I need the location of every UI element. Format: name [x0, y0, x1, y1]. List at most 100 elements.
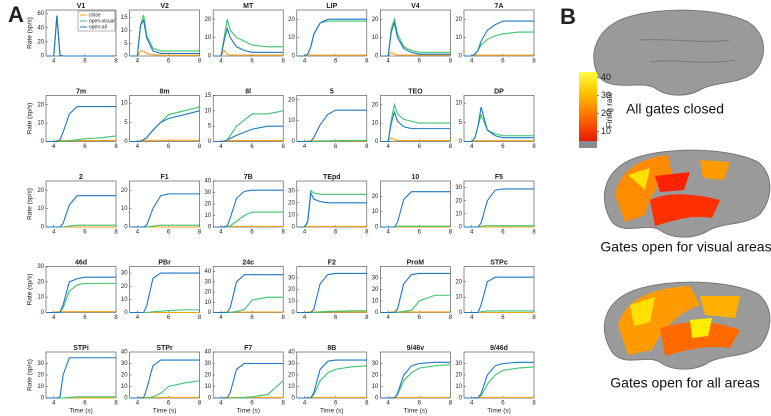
x-tick-label: 6 — [418, 59, 422, 65]
y-tick-label: 30 — [288, 361, 295, 367]
series-line — [296, 225, 367, 228]
axes — [463, 266, 535, 313]
axes — [463, 95, 535, 142]
x-tick-label: 8 — [198, 401, 202, 407]
y-axis-label: Rate (sp/s) — [27, 17, 34, 49]
y-tick-label: 5 — [124, 41, 128, 47]
colorbar-tick-label: 10 — [601, 126, 611, 136]
x-tick-label: 6 — [501, 401, 505, 407]
y-tick-label: 40 — [121, 350, 128, 356]
y-tick-label: 20 — [455, 17, 462, 23]
x-tick-label: 6 — [250, 144, 254, 150]
series-line — [213, 189, 284, 228]
chart-title: DP — [494, 88, 504, 95]
y-tick-label: 0 — [291, 396, 295, 402]
y-tick-label: 30 — [37, 361, 44, 367]
chart-title: V4 — [411, 3, 420, 10]
series-line — [129, 272, 200, 314]
y-tick-label: 30 — [372, 276, 379, 282]
x-tick-label: 4 — [470, 401, 474, 407]
x-tick-label: 6 — [501, 315, 505, 321]
y-tick-label: 30 — [37, 264, 44, 270]
x-tick-label: 4 — [387, 59, 391, 65]
chart-title: STPc — [490, 259, 508, 266]
y-tick-label: 0 — [124, 54, 128, 60]
chart-title: 7A — [495, 3, 504, 10]
x-tick-label: 4 — [470, 230, 474, 236]
y-tick-label: 0 — [291, 54, 295, 60]
y-tick-label: 10 — [37, 384, 44, 390]
series-line — [296, 191, 367, 228]
series-line — [129, 139, 200, 143]
y-tick-label: 20 — [455, 198, 462, 204]
series-line — [129, 110, 200, 143]
series-line — [46, 276, 116, 314]
x-tick-label: 8 — [198, 144, 202, 150]
x-tick-label: 6 — [418, 401, 422, 407]
panel-label: A — [8, 2, 24, 27]
series-line — [129, 18, 200, 57]
y-tick-label: 0 — [124, 310, 128, 316]
chart-title: ProM — [407, 259, 425, 266]
x-axis-label: Time (s) — [487, 408, 511, 415]
x-tick-label: 6 — [167, 315, 171, 321]
chart-title: 10 — [412, 174, 420, 181]
y-tick-label: 20 — [372, 373, 379, 379]
y-tick-label: 10 — [121, 206, 128, 212]
y-tick-label: 0 — [291, 225, 295, 231]
x-tick-label: 8 — [198, 315, 202, 321]
y-axis-label: Rate (sp/s) — [27, 103, 34, 135]
series-line — [380, 20, 451, 57]
chart-title: F1 — [161, 174, 169, 181]
y-tick-label: 0 — [208, 396, 212, 402]
y-tick-label: 10 — [37, 295, 44, 301]
y-tick-label: 0 — [459, 54, 463, 60]
series-line — [464, 276, 534, 314]
series-line — [380, 137, 451, 143]
x-tick-label: 8 — [114, 230, 118, 236]
axes — [45, 95, 117, 142]
chart-title: 8l — [245, 88, 251, 95]
y-tick-label: 0 — [208, 139, 212, 145]
y-tick-label: 20 — [288, 287, 295, 293]
brain-caption: Gates open for visual areas — [600, 239, 771, 255]
y-tick-label: 30 — [288, 276, 295, 282]
x-tick-label: 8 — [532, 59, 536, 65]
axes — [45, 180, 117, 228]
series-line — [213, 125, 284, 143]
x-tick-label: 8 — [365, 315, 369, 321]
y-tick-label: 15 — [121, 15, 128, 21]
y-tick-label: 40 — [37, 25, 44, 31]
y-tick-label: 30 — [372, 361, 379, 367]
chart-title: F5 — [495, 174, 503, 181]
x-tick-label: 4 — [136, 59, 140, 65]
y-tick-label: 20 — [288, 17, 295, 23]
x-tick-label: 6 — [83, 144, 87, 150]
y-tick-label: 10 — [455, 211, 462, 217]
y-tick-label: 0 — [41, 225, 45, 231]
x-tick-label: 8 — [449, 230, 453, 236]
y-tick-label: 0 — [208, 225, 212, 231]
y-tick-label: 20 — [205, 373, 212, 379]
y-axis-label: Rate (sp/s) — [27, 274, 34, 306]
chart-title: TEpd — [323, 174, 341, 181]
y-tick-label: 20 — [288, 97, 295, 103]
axes — [212, 180, 284, 228]
y-tick-label: 0 — [291, 310, 295, 316]
axes — [380, 95, 451, 142]
legend-label: open-visual — [89, 18, 115, 24]
colorbar — [579, 72, 597, 148]
x-tick-label: 4 — [303, 401, 307, 407]
x-tick-label: 8 — [365, 401, 369, 407]
x-tick-label: 6 — [250, 59, 254, 65]
chart-title: V1 — [77, 3, 86, 10]
x-tick-label: 4 — [52, 59, 56, 65]
y-tick-label: 0 — [375, 225, 379, 231]
series-line — [380, 110, 451, 143]
y-tick-label: 0 — [124, 225, 128, 231]
y-tick-label: 30 — [121, 361, 128, 367]
x-tick-label: 8 — [198, 59, 202, 65]
series-line — [129, 359, 200, 399]
chart-title: F7 — [244, 345, 252, 352]
